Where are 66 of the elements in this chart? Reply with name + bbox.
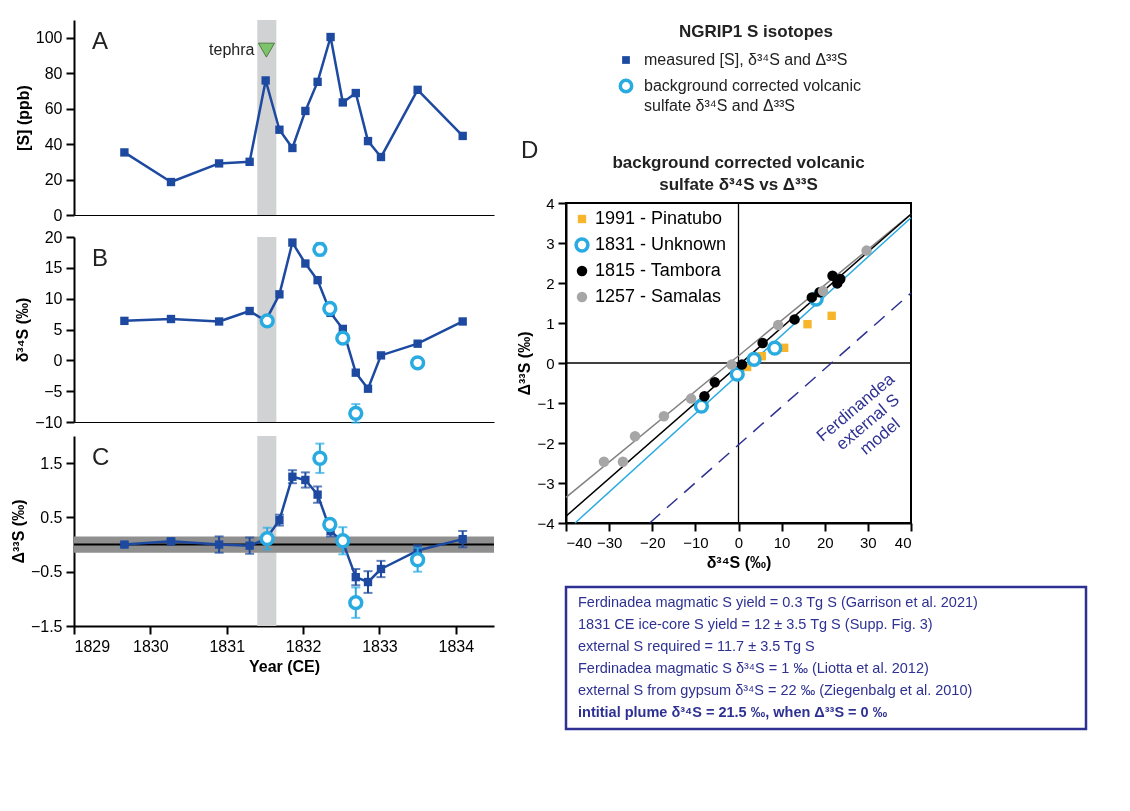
annotation: A	[92, 27, 109, 54]
y-tick-label: 3	[546, 234, 555, 252]
y-tick-label: 10	[44, 290, 63, 308]
y-tick-label: −2	[537, 434, 555, 452]
y-tick-label: −1	[537, 394, 555, 412]
y-axis-title: Δ³³S (‰)	[9, 499, 27, 564]
x-tick-label: 1829	[74, 637, 111, 655]
x-tick-label: 1833	[362, 637, 398, 655]
y-tick-label: −10	[35, 413, 63, 431]
y-tick-label: −4	[537, 514, 555, 532]
y-tick-label: 40	[44, 135, 63, 153]
y-tick-label: 0.5	[40, 508, 63, 526]
x-tick-label: 10	[773, 533, 791, 551]
text: external S required = 11.7 ± 3.5 Tg S	[578, 638, 815, 654]
x-tick-label: 20	[816, 533, 834, 551]
y-tick-label: 0	[546, 354, 555, 372]
y-tick-label: 60	[44, 100, 63, 118]
y-axis-title: Δ³³S (‰)	[516, 331, 534, 396]
y-tick-label: 4	[546, 194, 555, 212]
x-tick-label: 1834	[438, 637, 475, 655]
legend-label: measured [S], δ³⁴S and Δ³³S	[644, 51, 848, 68]
y-tick-label: −5	[44, 382, 63, 400]
legend-label: 1257 - Samalas	[595, 286, 722, 306]
y-axis-title: δ³⁴S (‰)	[14, 297, 32, 363]
y-tick-label: 100	[35, 29, 63, 47]
x-tick-label: 0	[734, 533, 744, 551]
y-tick-label: −0.5	[30, 563, 63, 581]
y-tick-label: 0	[53, 351, 63, 369]
legend-label: 1815 - Tambora	[595, 260, 722, 280]
text: intitial plume δ³⁴S = 21.5 ‰, when Δ³³S = 0 ‰	[578, 704, 888, 720]
y-tick-label: 20	[44, 171, 63, 189]
y-tick-label: −1.5	[30, 617, 63, 635]
y-tick-label: 2	[546, 274, 555, 292]
text: Ferdinadea magmatic S yield = 0.3 Tg S (Garrison et al. 2021)	[578, 594, 978, 610]
y-tick-label: 0	[53, 206, 63, 224]
x-tick-label: −30	[596, 533, 623, 551]
x-tick-label: 1832	[285, 637, 322, 655]
x-axis-title: Year (CE)	[248, 657, 321, 675]
text: 1831 CE ice-core S yield = 12 ± 3.5 Tg S (Supp. Fig. 3)	[578, 616, 933, 632]
x-tick-label: 1830	[133, 637, 169, 655]
legend-title: NGRIP1 S isotopes	[679, 22, 833, 41]
annotation: tephra	[209, 41, 255, 59]
y-tick-label: 15	[44, 259, 63, 277]
chart-title: background corrected volcanic sulfate δ³⁴S vs Δ³³S	[612, 153, 865, 194]
x-tick-label: 40	[894, 533, 912, 551]
legend-label: background corrected volcanic sulfate δ³⁴S and Δ³³S	[644, 77, 862, 114]
x-axis-title: δ³⁴S (‰)	[706, 553, 772, 571]
text: D	[521, 136, 539, 163]
annotation: B	[92, 244, 109, 271]
x-tick-label: 1831	[209, 637, 246, 655]
x-tick-label: −10	[683, 533, 709, 551]
y-axis-title: [S] (ppb)	[14, 85, 32, 151]
annotation: C	[92, 443, 110, 470]
x-tick-label: −40	[566, 533, 592, 551]
y-tick-label: 20	[44, 228, 63, 246]
text: Ferdinadea magmatic S δ³⁴S = 1 ‰ (Liotta et al. 2012)	[578, 660, 929, 676]
y-tick-label: 5	[53, 321, 63, 338]
y-tick-label: 1.5	[40, 454, 63, 472]
y-tick-label: −3	[537, 474, 555, 492]
y-tick-label: 80	[44, 64, 63, 82]
y-tick-label: 1	[546, 314, 555, 332]
text: external S from gypsum δ³⁴S = 22 ‰ (Ziegenbalg et al. 2010)	[578, 682, 973, 698]
x-tick-label: −20	[640, 533, 666, 551]
legend-label: 1831 - Unknown	[595, 234, 727, 254]
legend-label: 1991 - Pinatubo	[595, 208, 723, 228]
x-tick-label: 30	[860, 533, 877, 551]
